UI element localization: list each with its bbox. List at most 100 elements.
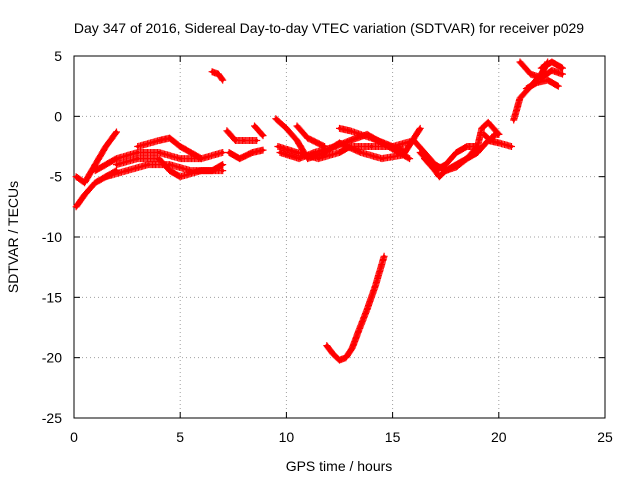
plot-frame xyxy=(73,55,606,419)
data-point xyxy=(422,150,427,155)
data-point xyxy=(337,150,342,155)
data-point xyxy=(369,136,373,140)
x-tick-label: 15 xyxy=(385,429,401,445)
series-arc-dip xyxy=(323,252,388,364)
series-arc-morning-3 xyxy=(113,155,227,181)
chart-title: Day 347 of 2016, Sidereal Day-to-day VTE… xyxy=(74,20,584,36)
data-point xyxy=(535,80,539,85)
data-point xyxy=(454,165,458,169)
series-markers xyxy=(323,252,388,364)
data-point xyxy=(157,156,161,161)
data-point xyxy=(295,124,299,128)
y-tick-label: -15 xyxy=(42,289,62,305)
data-point xyxy=(83,181,87,185)
data-point xyxy=(146,163,150,167)
series-arc-afternoon-4 xyxy=(480,130,503,144)
y-tick-label: -25 xyxy=(42,410,62,426)
grid xyxy=(74,56,605,418)
data-point xyxy=(556,84,560,88)
x-tick-label: 10 xyxy=(279,429,295,445)
y-tick-label: -5 xyxy=(50,169,63,185)
data-point xyxy=(312,150,316,155)
data-point xyxy=(306,136,310,140)
data-point xyxy=(437,175,441,179)
data-point xyxy=(221,163,225,167)
data-point xyxy=(278,150,282,155)
data-point xyxy=(444,163,448,167)
data-point xyxy=(210,70,214,74)
data-point xyxy=(422,156,427,161)
series-arc-mid-1 xyxy=(223,127,261,144)
y-tick-label: 0 xyxy=(54,108,62,124)
data-point xyxy=(261,134,265,138)
data-point xyxy=(199,156,204,161)
data-point xyxy=(261,148,265,152)
data-point xyxy=(550,60,554,64)
x-tick-label: 5 xyxy=(176,429,184,445)
data-point xyxy=(199,169,204,173)
data-point xyxy=(136,144,140,149)
data-point xyxy=(221,78,225,82)
data-point xyxy=(433,163,437,167)
data-point xyxy=(104,175,108,179)
data-point xyxy=(444,169,448,173)
data-point xyxy=(550,68,554,73)
data-point xyxy=(252,124,257,128)
data-point xyxy=(325,344,329,348)
data-point xyxy=(178,144,182,149)
data-point xyxy=(93,181,97,185)
data-point xyxy=(391,144,395,149)
data-point xyxy=(486,120,490,124)
data-point xyxy=(497,132,501,137)
data-point xyxy=(216,72,221,76)
data-point xyxy=(350,346,354,350)
data-point xyxy=(433,169,437,173)
data-point xyxy=(512,118,516,122)
data-point xyxy=(178,175,182,179)
data-point xyxy=(274,117,278,121)
series-arc-morning-4 xyxy=(134,134,205,163)
x-tick-label: 0 xyxy=(70,429,78,445)
data-point xyxy=(475,144,480,149)
data-point xyxy=(225,129,229,133)
data-point xyxy=(157,150,161,155)
data-point xyxy=(255,138,259,143)
data-point xyxy=(382,254,386,258)
data-point xyxy=(529,72,533,76)
data-point xyxy=(297,156,301,161)
data-point xyxy=(380,156,384,161)
series-markers xyxy=(223,127,261,144)
data-point xyxy=(114,156,119,161)
data-point xyxy=(365,307,369,311)
data-point xyxy=(401,148,405,152)
data-point xyxy=(93,169,97,173)
data-point xyxy=(348,129,352,133)
data-point xyxy=(74,175,78,179)
plot-data xyxy=(72,58,566,364)
data-point xyxy=(284,126,288,130)
data-point xyxy=(348,138,352,143)
data-point xyxy=(475,150,480,155)
data-point xyxy=(74,205,78,209)
data-point xyxy=(518,96,522,100)
data-point xyxy=(465,144,469,149)
data-point xyxy=(344,356,348,360)
y-axis-label: SDTVAR / TECUs xyxy=(5,181,21,293)
data-point xyxy=(83,193,87,197)
data-point xyxy=(333,144,337,149)
data-point xyxy=(114,163,119,167)
data-point xyxy=(250,150,255,155)
data-point xyxy=(357,329,361,333)
data-point xyxy=(374,283,378,287)
series-arc-afternoon-2 xyxy=(410,118,503,175)
data-point xyxy=(560,72,565,76)
x-axis-label: GPS time / hours xyxy=(286,458,393,474)
data-point xyxy=(167,163,172,167)
series-arc-mid-2 xyxy=(225,146,267,163)
data-point xyxy=(359,150,363,155)
data-point xyxy=(331,352,335,356)
series-arc-morning-1 xyxy=(91,149,227,175)
data-point xyxy=(295,150,299,155)
data-point xyxy=(454,150,458,155)
data-point xyxy=(114,130,119,134)
